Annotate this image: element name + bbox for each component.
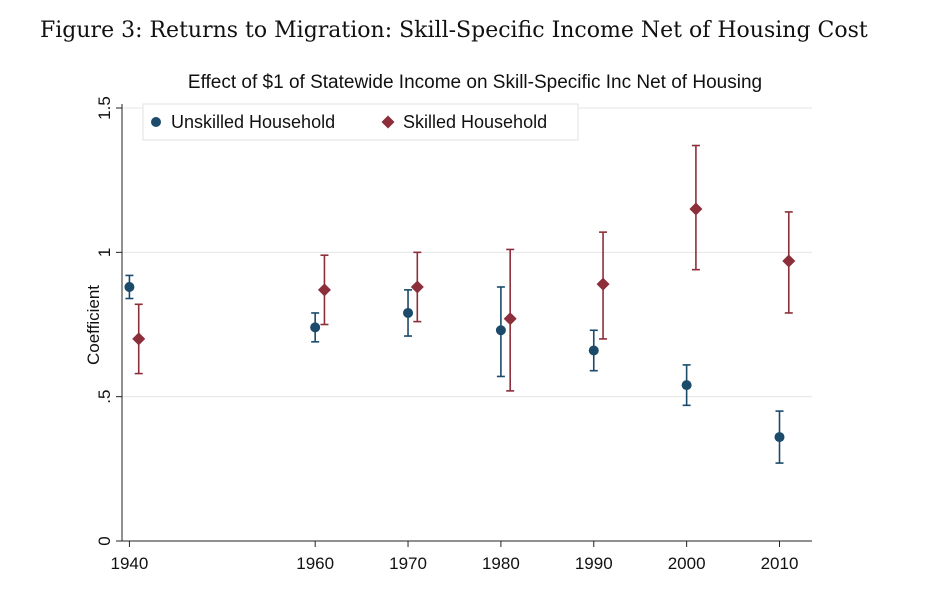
x-tick-label: 2000 bbox=[668, 554, 706, 573]
y-tick-label: 1.5 bbox=[95, 96, 114, 120]
series-skilled bbox=[132, 144, 796, 392]
data-marks bbox=[124, 144, 796, 464]
data-point bbox=[410, 280, 424, 294]
y-axis-label: Coefficient bbox=[84, 285, 103, 365]
data-point bbox=[132, 332, 146, 346]
x-tick-label: 1940 bbox=[111, 554, 149, 573]
data-point bbox=[689, 202, 703, 216]
grid-lines bbox=[122, 107, 812, 398]
data-point bbox=[310, 322, 321, 333]
data-point bbox=[495, 325, 506, 336]
data-point bbox=[403, 307, 414, 318]
data-point bbox=[317, 283, 331, 297]
data-point bbox=[503, 312, 517, 326]
axes: 0 .5 1 1.5 1940 1960 1970 1980 1990 2000 2010 bbox=[95, 96, 812, 573]
legend-marker bbox=[381, 115, 395, 129]
figure-caption: Figure 3: Returns to Migration: Skill-Sp… bbox=[40, 18, 868, 43]
series-unskilled bbox=[124, 274, 785, 464]
legend-label: Skilled Household bbox=[403, 112, 547, 132]
x-tick-label: 2010 bbox=[761, 554, 799, 573]
data-point bbox=[681, 380, 692, 391]
legend-marker bbox=[151, 117, 161, 127]
data-point bbox=[774, 432, 785, 443]
x-tick-label: 1970 bbox=[389, 554, 427, 573]
data-point bbox=[124, 281, 135, 292]
legend-box bbox=[142, 103, 579, 141]
data-point bbox=[596, 277, 610, 291]
x-tick-label: 1990 bbox=[575, 554, 613, 573]
data-point bbox=[782, 254, 796, 268]
y-tick-label: .5 bbox=[95, 390, 114, 404]
x-tick-label: 1980 bbox=[482, 554, 520, 573]
data-point bbox=[588, 345, 599, 356]
chart-title: Effect of $1 of Statewide Income on Skil… bbox=[188, 72, 762, 93]
legend-label: Unskilled Household bbox=[171, 112, 335, 132]
y-tick-label: 1 bbox=[95, 248, 114, 257]
x-tick-label: 1960 bbox=[296, 554, 334, 573]
legend: Unskilled Household Skilled Household bbox=[142, 103, 579, 141]
y-tick-label: 0 bbox=[95, 536, 114, 545]
